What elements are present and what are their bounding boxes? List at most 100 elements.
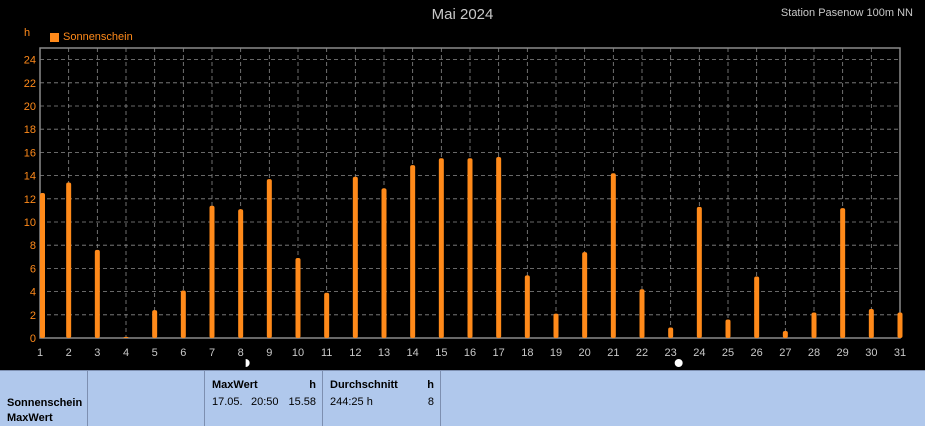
bar	[897, 312, 903, 338]
bar	[438, 158, 444, 338]
stats-panel: Sonnenschein MaxWert MaxWert h 17.05. 20…	[0, 370, 925, 426]
x-tick-label: 22	[636, 347, 648, 359]
bar	[811, 312, 817, 338]
bar	[668, 327, 674, 338]
bar	[840, 208, 846, 338]
x-tick-label: 12	[349, 347, 361, 359]
bar	[467, 158, 473, 338]
y-tick-label: 10	[24, 217, 36, 229]
y-tick-label: 24	[24, 55, 36, 67]
x-tick-label: 24	[693, 347, 705, 359]
x-tick-label: 6	[180, 347, 186, 359]
x-tick-label: 21	[607, 347, 619, 359]
y-tick-label: 2	[30, 310, 36, 322]
x-tick-label: 27	[779, 347, 791, 359]
bar	[152, 310, 158, 338]
bar	[94, 249, 100, 338]
bar	[725, 319, 731, 338]
x-tick-label: 18	[521, 347, 533, 359]
bar	[696, 206, 702, 338]
stats-avg-cell: Durchschnitt h 244:25 h 8	[323, 371, 441, 426]
x-tick-label: 28	[808, 347, 820, 359]
x-tick-label: 31	[894, 347, 906, 359]
max-unit: h	[309, 379, 316, 391]
avg-unit: h	[427, 379, 434, 391]
bar	[123, 336, 129, 338]
bar	[40, 193, 45, 338]
bar	[66, 182, 72, 338]
x-tick-label: 9	[266, 347, 272, 359]
x-tick-label: 16	[464, 347, 476, 359]
y-tick-label: 20	[24, 101, 36, 113]
station-label: Station Pasenow 100m NN	[780, 7, 913, 19]
x-tick-label: 15	[435, 347, 447, 359]
y-tick-label: 6	[30, 263, 36, 275]
chart-area: 0 2 4 6 8 10 12 14 16 18 20 22 24 1 2 3 4 5 6 7 8 9 10 11 12 13 14…	[23, 6, 913, 368]
x-tick-label: 3	[94, 347, 100, 359]
x-tick-label: 19	[550, 347, 562, 359]
x-tick-label: 17	[493, 347, 505, 359]
bar	[410, 165, 416, 338]
y-tick-label: 0	[30, 333, 36, 345]
x-tick-label: 10	[292, 347, 304, 359]
bar	[553, 313, 559, 338]
row-label-sonnenschein: Sonnenschein	[7, 397, 83, 409]
bar	[610, 173, 616, 338]
y-tick-label: 14	[24, 171, 36, 183]
x-tick-label: 13	[378, 347, 390, 359]
x-tick-label: 29	[837, 347, 849, 359]
x-tick-label: 14	[407, 347, 419, 359]
x-tick-label: 11	[321, 347, 332, 359]
max-header: MaxWert	[212, 379, 258, 391]
max-value: 15.58	[288, 396, 316, 408]
max-time: 20:50	[251, 396, 279, 408]
y-tick-label: 16	[24, 147, 36, 159]
x-tick-label: 2	[66, 347, 72, 359]
avg-header: Durchschnitt	[330, 379, 398, 391]
bar	[381, 188, 387, 338]
bar	[754, 276, 760, 338]
x-tick-label: 7	[209, 347, 215, 359]
x-tick-label: 4	[123, 347, 129, 359]
stats-row-label-cell: Sonnenschein MaxWert	[0, 371, 88, 426]
bar	[639, 289, 645, 338]
bar	[324, 292, 330, 338]
x-tick-label: 1	[37, 347, 43, 359]
stats-empty-cell	[88, 371, 205, 426]
legend-swatch	[50, 32, 59, 42]
bar	[266, 179, 272, 338]
y-tick-label: 8	[30, 240, 36, 252]
bar	[180, 290, 186, 338]
x-tick-label: 25	[722, 347, 734, 359]
max-date: 17.05.	[212, 396, 243, 408]
avg-value: 8	[427, 396, 434, 408]
bar	[868, 309, 874, 338]
full-moon-icon	[673, 358, 684, 368]
legend: Sonnenschein	[50, 31, 133, 43]
bar	[496, 157, 502, 338]
y-tick-label: 4	[30, 287, 36, 299]
x-tick-label: 20	[579, 347, 591, 359]
chart-title: Mai 2024	[431, 6, 494, 23]
x-tick-label: 30	[865, 347, 877, 359]
bar	[295, 257, 301, 338]
x-tick-label: 23	[665, 347, 677, 359]
y-tick-label: 12	[24, 194, 36, 206]
row-label-maxwert: MaxWert	[7, 412, 53, 424]
stats-max-cell: MaxWert h 17.05. 20:50 15.58	[205, 371, 323, 426]
moon-dark-half	[241, 358, 246, 368]
x-tick-label: 8	[238, 347, 244, 359]
y-axis-unit: h	[24, 27, 31, 39]
x-tick-label: 26	[751, 347, 763, 359]
x-tick-label: 5	[152, 347, 158, 359]
y-tick-label: 22	[24, 78, 36, 90]
y-tick-label: 18	[24, 124, 36, 136]
legend-label: Sonnenschein	[63, 31, 133, 43]
bar	[782, 331, 788, 338]
bar	[209, 205, 215, 338]
bar	[238, 209, 244, 338]
avg-total: 244:25 h	[330, 396, 373, 408]
bar	[352, 176, 358, 338]
bar	[524, 275, 530, 338]
